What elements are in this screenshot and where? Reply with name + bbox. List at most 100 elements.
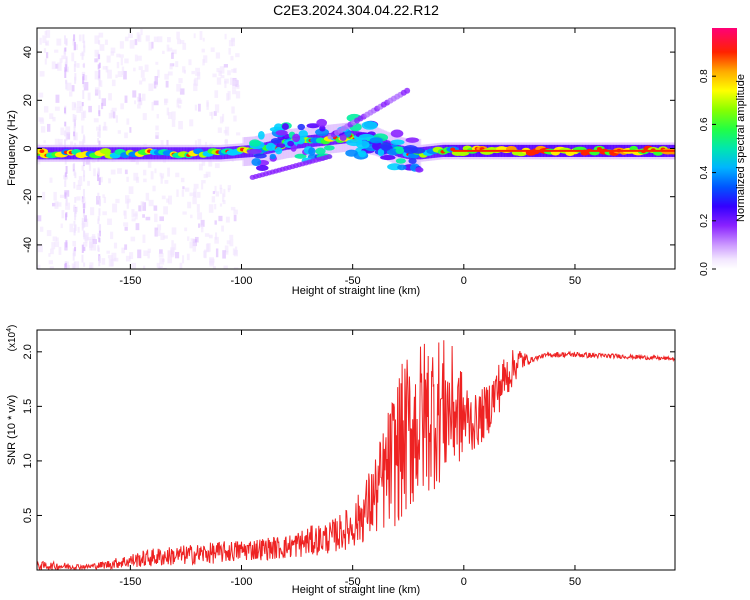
heatmap-cell [224,80,227,89]
heatmap-cell [203,55,208,63]
heatmap-cell [141,93,146,101]
heatmap-cell [164,98,168,106]
heatmap-cell [410,147,426,154]
snr-y-axis-label: SNR (10 * v/v) [6,395,18,465]
heatmap-cell [226,240,231,245]
x-tick-label: -50 [345,275,361,287]
heatmap-cell [82,90,85,100]
spectrogram-panel: -150 -100 -50 0 50 -40 -20 0 20 40 Height of str… [6,27,676,297]
heatmap-cell [223,129,228,134]
heatmap-cell [81,125,84,134]
heatmap-cell [45,52,49,59]
heatmap-cell [46,230,52,237]
heatmap-cell [45,30,51,38]
heatmap-cell [211,111,214,120]
heatmap-cell [155,135,159,139]
heatmap-cell [147,160,152,168]
heatmap-cell [221,225,224,232]
heatmap-cell [74,196,77,203]
heatmap-cell [64,180,67,187]
heatmap-cell [71,101,76,111]
heatmap-cell [81,51,84,60]
heatmap-cell [52,116,56,122]
heatmap-cell [195,67,201,76]
y-tick-label: 40 [22,46,34,58]
heatmap-cell [189,119,194,127]
heatmap-cell [176,31,180,40]
heatmap-cell [134,211,138,220]
heatmap-cell [76,196,81,201]
heatmap-cell [43,140,46,144]
heatmap-cell [43,106,49,113]
x-tick-label: -50 [345,576,361,588]
heatmap-cell [74,41,77,51]
heatmap-cell [85,159,91,165]
heatmap-cell [356,140,370,149]
heatmap-cell [134,54,138,62]
heatmap-cell [120,57,123,66]
heatmap-cell [97,173,100,182]
heatmap-cell [206,243,211,252]
heatmap-cell [57,62,62,71]
heatmap-cell [190,214,193,219]
heatmap-cell [98,237,101,243]
heatmap-cell [224,245,229,253]
heatmap-cell [143,178,147,183]
heatmap-cell [136,96,139,102]
heatmap-cell [98,62,101,69]
heatmap-cell [135,176,140,183]
heatmap-cell [214,185,217,193]
heatmap-cell [246,148,262,155]
heatmap-cell [290,144,297,152]
heatmap-cell [178,121,183,130]
heatmap-cell [72,240,77,247]
heatmap-cell [160,175,163,184]
heatmap-cell [225,250,229,255]
heatmap-cell [64,121,67,127]
heatmap-cell [96,52,100,62]
heatmap-cell [160,173,165,179]
heatmap-cell [58,138,63,146]
heatmap-cell [175,61,179,68]
colorbar-label: Normalized spectral amplitude [735,74,747,222]
heatmap-cell [249,139,261,147]
heatmap-cell [81,244,84,253]
heatmap-cell [64,213,67,221]
heatmap-cell [151,101,154,111]
heatmap-cell [83,197,86,202]
heatmap-cell [171,49,177,55]
heatmap-cell [99,148,111,155]
heatmap-cell [49,113,54,120]
heatmap-cell [208,159,213,167]
heatmap-cell [45,40,50,46]
heatmap-cell [129,252,134,260]
y-tick-label: 0.5 [22,508,34,523]
heatmap-cell [212,73,217,78]
spectrogram-x-axis-label: Height of straight line (km) [292,285,420,297]
heatmap-cell [54,201,59,209]
heatmap-cell [83,161,86,166]
colorbar-tick-label: 0.2 [699,213,710,227]
heatmap-cell [98,129,101,138]
heatmap-cell [257,130,265,140]
heatmap-cell [144,64,149,72]
heatmap-cell [84,234,88,243]
heatmap-cell [73,162,76,170]
heatmap-cell [131,262,137,269]
heatmap-cell [217,127,222,133]
heatmap-cell [214,220,217,225]
heatmap-cell [166,44,170,52]
heatmap-cell [197,212,203,220]
heatmap-cell [294,153,307,159]
heatmap-cell [140,29,143,36]
heatmap-cell [220,75,225,79]
heatmap-cell [167,37,171,43]
heatmap-cell [208,204,214,213]
figure-title: C2E3.2024.304.04.22.R12 [273,2,439,18]
heatmap-cell [83,218,89,227]
heatmap-cell [229,239,234,247]
heatmap-cell [108,93,112,101]
heatmap-cell [164,73,169,80]
heatmap-cell [97,245,100,252]
colorbar-tick-label: 0.0 [699,262,710,276]
